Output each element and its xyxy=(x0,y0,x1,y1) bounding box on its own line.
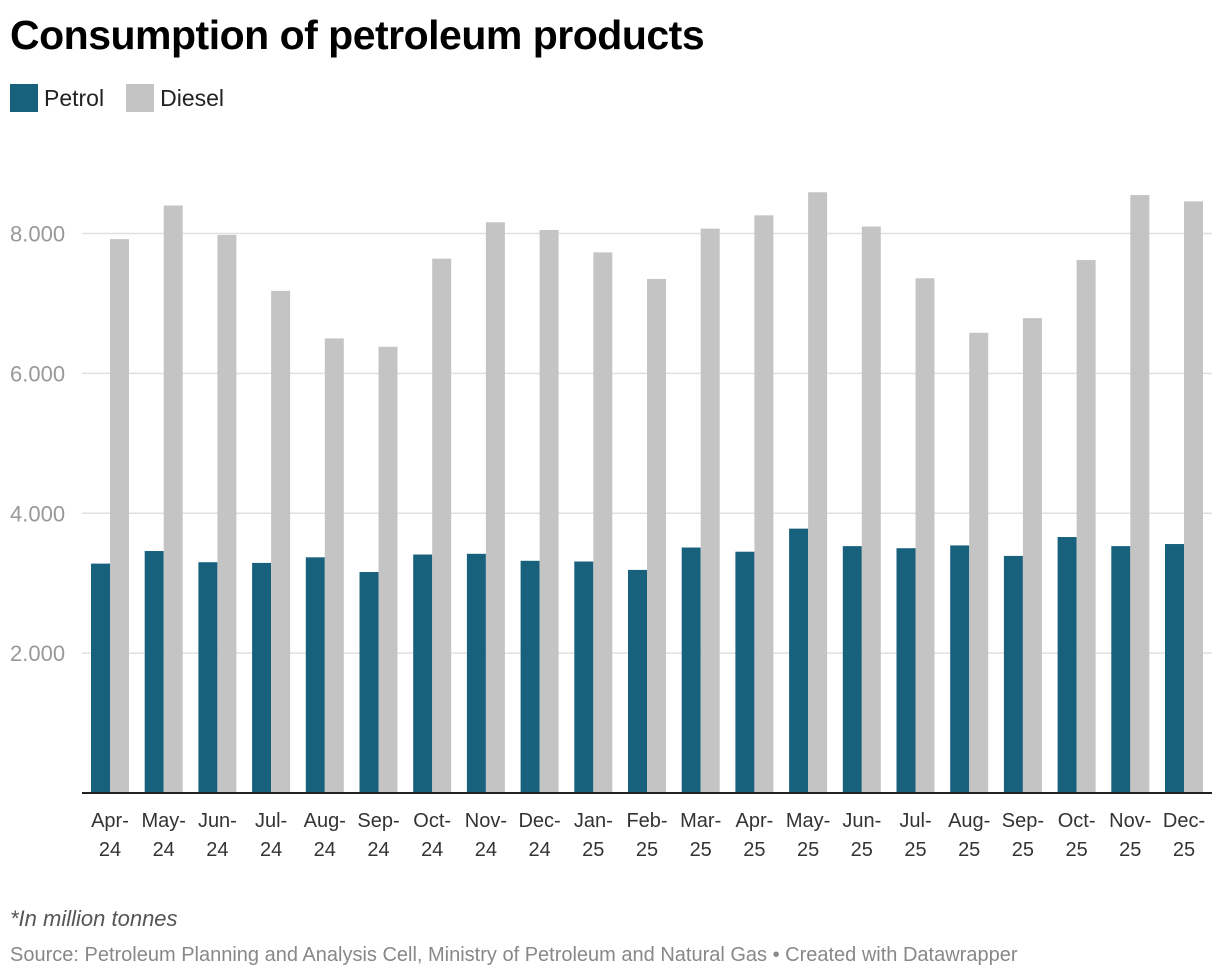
x-tick-label: Dec- xyxy=(518,810,560,832)
y-tick-label: 6.000 xyxy=(10,361,65,386)
bar-diesel xyxy=(432,258,452,793)
x-tick-label: Dec- xyxy=(1163,810,1205,832)
bar-diesel xyxy=(110,239,129,794)
bar-diesel xyxy=(1130,195,1150,794)
chart-legend: Petrol Diesel xyxy=(10,84,246,112)
x-tick-label: 25 xyxy=(1119,839,1141,861)
bar-petrol xyxy=(305,557,325,793)
bar-diesel xyxy=(808,192,828,793)
bar-petrol xyxy=(1165,544,1184,793)
bar-petrol xyxy=(842,546,862,793)
x-tick-label: Jan- xyxy=(574,810,613,832)
x-tick-label: 25 xyxy=(958,839,980,861)
bar-petrol xyxy=(520,560,540,793)
legend-swatch-diesel xyxy=(126,84,155,112)
bar-petrol xyxy=(1003,555,1023,793)
x-tick-label: 25 xyxy=(797,839,819,861)
x-tick-label: 25 xyxy=(1173,839,1195,861)
x-tick-label: 24 xyxy=(314,839,336,861)
x-tick-label: 24 xyxy=(260,839,282,861)
x-tick-label: Sep- xyxy=(1002,810,1044,832)
bar-petrol xyxy=(735,551,755,793)
bar-diesel xyxy=(163,205,183,793)
bar-diesel xyxy=(915,278,935,793)
bar-diesel xyxy=(861,226,881,794)
x-tick-label: 24 xyxy=(421,839,443,861)
x-tick-label: 24 xyxy=(475,839,497,861)
x-tick-label: Apr- xyxy=(91,810,129,832)
source-note: Source: Petroleum Planning and Analysis … xyxy=(10,944,1018,966)
legend-label-diesel: Diesel xyxy=(160,84,225,111)
x-tick-label: Aug- xyxy=(304,810,346,832)
bar-diesel xyxy=(324,338,344,793)
x-tick-label: 25 xyxy=(690,839,712,861)
bar-petrol xyxy=(574,561,594,793)
x-tick-label: 24 xyxy=(153,839,175,861)
bar-petrol xyxy=(413,554,433,793)
bar-diesel xyxy=(378,346,398,793)
x-tick-label: 25 xyxy=(851,839,873,861)
bar-petrol xyxy=(1111,546,1131,793)
legend-swatch-petrol xyxy=(10,84,38,112)
x-tick-label: 25 xyxy=(743,839,765,861)
x-tick-label: Oct- xyxy=(413,810,451,832)
x-tick-label: Jun- xyxy=(198,810,237,832)
x-tick-label: 25 xyxy=(1065,839,1087,861)
bar-petrol xyxy=(789,528,809,793)
bar-diesel xyxy=(217,234,237,793)
x-tick-label: Jul- xyxy=(899,810,931,832)
unit-footnote: *In million tonnes xyxy=(10,906,178,931)
chart-title: Consumption of petroleum products xyxy=(10,12,705,58)
y-tick-label: 8.000 xyxy=(10,222,65,247)
bar-petrol xyxy=(466,553,486,793)
x-tick-label: Feb- xyxy=(626,810,667,832)
x-tick-label: Aug- xyxy=(948,810,990,832)
bar-petrol xyxy=(1057,537,1077,793)
x-tick-label: Jun- xyxy=(842,810,881,832)
x-tick-label: Mar- xyxy=(680,810,721,832)
x-tick-label: Apr- xyxy=(736,810,774,832)
bar-petrol xyxy=(896,548,916,793)
x-tick-label: May- xyxy=(141,810,185,832)
bar-diesel xyxy=(271,290,291,793)
bar-diesel xyxy=(485,222,505,793)
legend-item-diesel: Diesel xyxy=(126,84,224,112)
bar-petrol xyxy=(91,563,110,793)
x-tick-label: 24 xyxy=(367,839,389,861)
bar-diesel xyxy=(754,215,774,793)
x-tick-label: 24 xyxy=(206,839,228,861)
bar-petrol xyxy=(628,569,647,793)
x-tick-label: 25 xyxy=(636,839,658,861)
bar-diesel xyxy=(647,278,666,794)
bar-diesel xyxy=(1184,201,1203,794)
y-tick-label: 2.000 xyxy=(10,641,65,666)
bar-petrol xyxy=(144,551,164,793)
bar-diesel xyxy=(593,252,613,793)
bar-petrol xyxy=(359,571,379,793)
y-tick-label: 4.000 xyxy=(10,501,65,526)
x-tick-label: Jul- xyxy=(255,810,287,832)
bar-diesel xyxy=(1076,260,1096,793)
bar-petrol xyxy=(681,547,701,793)
bar-diesel xyxy=(539,230,559,794)
x-tick-label: Sep- xyxy=(357,810,399,832)
x-tick-label: Nov- xyxy=(1109,810,1151,832)
bar-chart: 2.000 4.000 6.000 8.000 Apr- 24 May- 24 Jun- 24 Ju… xyxy=(10,192,1212,861)
bar-diesel xyxy=(969,332,989,793)
x-tick-label: Nov- xyxy=(465,810,507,832)
bar-petrol xyxy=(950,545,970,793)
x-tick-label: 25 xyxy=(904,839,926,861)
bar-petrol xyxy=(198,562,218,793)
x-tick-label: 25 xyxy=(1012,839,1034,861)
x-tick-label: 25 xyxy=(582,839,604,861)
x-tick-label: 24 xyxy=(528,839,550,861)
bar-diesel xyxy=(1022,318,1042,793)
x-tick-label: May- xyxy=(786,810,830,832)
x-tick-label: 24 xyxy=(99,839,121,861)
bar-diesel xyxy=(700,228,720,793)
bar-petrol xyxy=(252,562,272,793)
legend-item-petrol: Petrol xyxy=(10,84,104,112)
legend-label-petrol: Petrol xyxy=(44,84,105,111)
x-tick-label: Oct- xyxy=(1058,810,1096,832)
